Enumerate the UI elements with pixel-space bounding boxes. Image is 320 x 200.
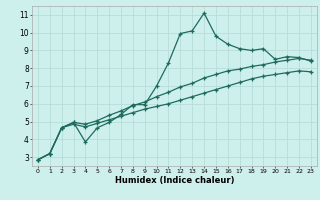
- X-axis label: Humidex (Indice chaleur): Humidex (Indice chaleur): [115, 176, 234, 185]
